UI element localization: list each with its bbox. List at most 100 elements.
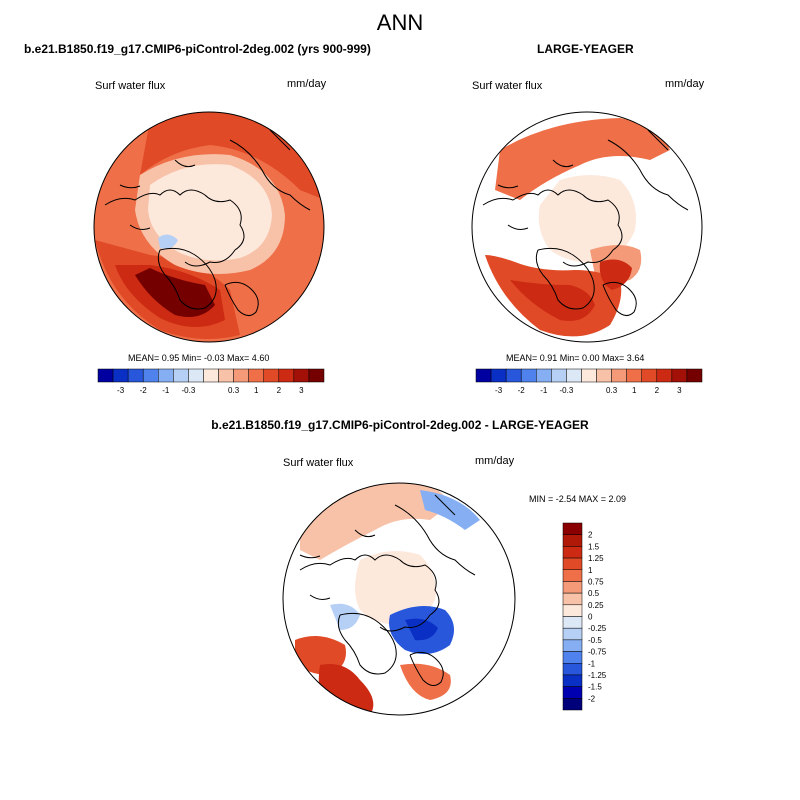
diff-colorbar-swatch xyxy=(562,616,583,629)
ref-stats: MEAN= 0.91 Min= 0.00 Max= 3.64 xyxy=(506,353,645,363)
ref-colorbar-tick-label: 2 xyxy=(655,386,660,395)
diff-coast-scandinavia xyxy=(409,651,444,686)
diff-colorbar-tick-label: 0.5 xyxy=(588,589,600,598)
ref-colorbar-tick-label: 0.3 xyxy=(606,386,618,395)
case-colorbar-swatch xyxy=(188,368,204,383)
case-coastlines xyxy=(104,129,311,316)
case-colorbar-swatch xyxy=(142,368,159,383)
case-colorbar-swatch xyxy=(218,368,234,383)
diff-colorbar-swatch xyxy=(562,627,583,641)
diff-colorbar-tick-label: -0.25 xyxy=(588,624,607,633)
diff-colorbar-tick-label: -1.5 xyxy=(588,683,602,692)
diff-map-border xyxy=(282,482,516,716)
diff-colorbar-swatch xyxy=(562,686,583,699)
case-colorbar: -3 -2 -1 -0.3 0.3 1 2 3 xyxy=(97,368,325,395)
diff-coast-greenland xyxy=(337,612,397,675)
case-coast-islands xyxy=(119,159,196,230)
diff-colorbar-swatch xyxy=(562,522,583,535)
diff-coastlines xyxy=(299,494,476,686)
case-colorbar-tick-label: 1 xyxy=(254,386,259,395)
ref-coastlines xyxy=(482,129,689,316)
diff-units-label: mm/day xyxy=(475,455,515,467)
ref-coast-siberia xyxy=(607,129,689,211)
figure-title: ANN xyxy=(376,10,424,35)
ref-colorbar-tick-label: 3 xyxy=(677,386,682,395)
case-colorbar-swatch xyxy=(233,368,249,383)
diff-colorbar-tick-label: 0 xyxy=(588,613,593,622)
ref-colorbar-swatch xyxy=(581,368,597,383)
ref-colorbar-swatch xyxy=(656,368,673,383)
case-map-border xyxy=(93,111,325,343)
diff-colorbar-tick-label: 1.25 xyxy=(588,554,604,563)
case-variable-label: Surf water flux xyxy=(95,80,166,92)
diff-field-arctic xyxy=(355,551,436,625)
case-coast-greenland xyxy=(157,247,217,310)
case-coast-siberia xyxy=(229,129,311,211)
diff-colorbar-tick-label: 0.75 xyxy=(588,577,604,586)
diff-colorbar-swatch xyxy=(562,604,583,617)
case-stats: MEAN= 0.95 Min= -0.03 Max= 4.60 xyxy=(128,353,270,363)
diff-panel-title: b.e21.B1850.f19_g17.CMIP6-piControl-2deg… xyxy=(211,418,589,432)
ref-colorbar-swatch xyxy=(536,368,552,383)
case-colorbar-swatch xyxy=(127,368,144,383)
case-colorbar-swatch xyxy=(173,368,189,383)
diff-colorbar-swatch xyxy=(562,698,583,711)
ref-colorbar-swatch xyxy=(490,368,507,383)
diff-colorbar-swatch xyxy=(562,663,583,676)
diff-colorbar-swatch xyxy=(562,651,583,664)
diff-colorbar-swatch xyxy=(562,581,583,594)
case-colorbar-tick-label: 2 xyxy=(277,386,282,395)
diff-colorbar-tick-label: -2 xyxy=(588,694,596,703)
case-colorbar-tick-label: -1 xyxy=(162,386,170,395)
ref-colorbar-swatch xyxy=(505,368,522,383)
case-colorbar-swatch xyxy=(203,368,219,383)
case-colorbar-swatch xyxy=(308,368,325,383)
case-colorbar-tick-label: -3 xyxy=(117,386,125,395)
case-polar-map xyxy=(94,112,324,342)
diff-colorbar-tick-label: -1 xyxy=(588,659,596,668)
ref-field-norway xyxy=(599,259,632,290)
case-colorbar-swatch xyxy=(278,368,295,383)
ref-coast-islands xyxy=(497,159,574,230)
case-colorbar-tick-label: -0.3 xyxy=(182,386,196,395)
diff-coast-siberia xyxy=(394,494,476,576)
ref-field-arctic xyxy=(538,175,636,263)
diff-coast-canada xyxy=(299,554,440,632)
diff-coast-islands xyxy=(299,529,376,600)
ref-coast-scandinavia xyxy=(602,281,637,316)
case-colorbar-tick-label: 3 xyxy=(299,386,304,395)
ref-panel-title: LARGE-YEAGER xyxy=(537,42,634,56)
diff-colorbar-tick-label: -0.75 xyxy=(588,648,607,657)
ref-colorbar-swatch xyxy=(520,368,537,383)
ref-colorbar-tick-label: -2 xyxy=(518,386,526,395)
ref-variable-label: Surf water flux xyxy=(472,80,543,92)
diff-colorbar-swatch xyxy=(562,557,583,570)
diff-colorbar-tick-label: 1 xyxy=(588,566,593,575)
case-panel-title: b.e21.B1850.f19_g17.CMIP6-piControl-2deg… xyxy=(24,42,371,56)
ref-colorbar-tick-label: -0.3 xyxy=(560,386,574,395)
case-colorbar-swatch xyxy=(263,368,280,383)
ref-colorbar-tick-label: -1 xyxy=(540,386,548,395)
ref-colorbar-swatch xyxy=(686,368,703,383)
diff-field-baffin xyxy=(330,603,360,630)
diff-colorbar-tick-label: -0.5 xyxy=(588,636,602,645)
diff-field-barents-strong xyxy=(405,618,438,641)
case-colorbar-tick-label: -2 xyxy=(140,386,148,395)
ref-colorbar-swatch xyxy=(566,368,582,383)
case-coast-scandinavia xyxy=(224,281,259,316)
diff-colorbar-tick-label: 0.25 xyxy=(588,601,604,610)
diff-variable-label: Surf water flux xyxy=(283,457,354,469)
ref-coast-canada xyxy=(482,189,623,267)
case-field-max xyxy=(135,268,215,318)
ref-field-atlantic-strong xyxy=(510,280,595,321)
case-colorbar-swatch xyxy=(97,368,114,383)
ref-colorbar-swatch xyxy=(626,368,642,383)
ref-colorbar-swatch xyxy=(475,368,492,383)
ref-map-border xyxy=(471,111,703,343)
ref-colorbar: -3 -2 -1 -0.3 0.3 1 2 3 xyxy=(475,368,703,395)
diff-colorbar-swatch xyxy=(562,639,583,652)
case-field-arctic xyxy=(148,164,272,261)
diff-colorbar: 2 1.5 1.25 1 0.75 0.5 0.25 0 -0.25 -0.5 -0.75 -1 -1.… xyxy=(562,522,607,711)
ref-colorbar-tick-label: -3 xyxy=(495,386,503,395)
ref-colorbar-swatch xyxy=(641,368,658,383)
